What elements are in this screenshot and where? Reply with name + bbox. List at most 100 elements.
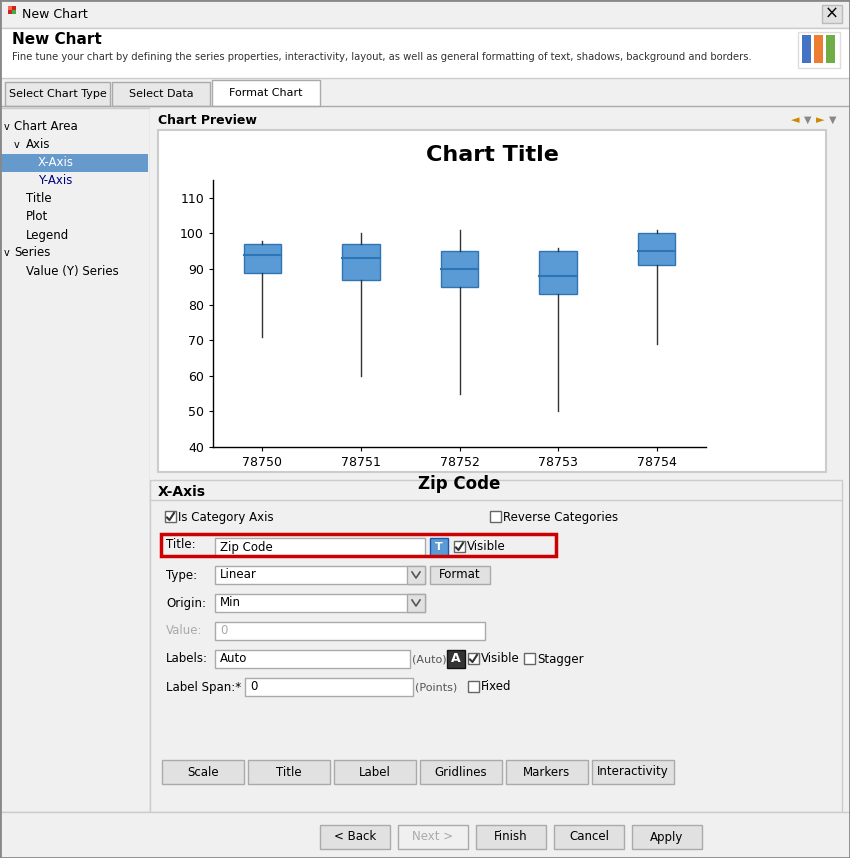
Text: Zip Code: Zip Code — [220, 541, 273, 553]
Bar — [822, 5, 842, 23]
Bar — [0, 28, 850, 78]
Text: New Chart: New Chart — [12, 33, 102, 47]
Text: Linear: Linear — [220, 569, 257, 582]
Text: (Points): (Points) — [415, 682, 457, 692]
Text: Title: Title — [26, 192, 52, 206]
Text: Value (Y) Series: Value (Y) Series — [26, 264, 119, 277]
Text: Stagger: Stagger — [537, 652, 584, 666]
Text: Origin:: Origin: — [166, 596, 206, 609]
Bar — [407, 566, 425, 584]
Bar — [468, 681, 479, 692]
Bar — [343, 244, 380, 280]
Text: v: v — [4, 122, 9, 132]
Text: Visible: Visible — [467, 541, 506, 553]
Text: v: v — [4, 248, 9, 258]
Text: Next >: Next > — [412, 831, 454, 843]
Bar — [162, 760, 244, 784]
Text: Cancel: Cancel — [569, 831, 609, 843]
Text: v: v — [14, 140, 20, 150]
Bar — [320, 825, 390, 849]
Text: Auto: Auto — [220, 652, 247, 666]
Text: (Auto): (Auto) — [412, 654, 446, 664]
Bar — [0, 0, 850, 28]
Bar — [430, 566, 490, 584]
Text: Fine tune your chart by defining the series properties, interactivity, layout, a: Fine tune your chart by defining the ser… — [12, 52, 751, 62]
Bar — [5, 82, 110, 106]
Text: Fixed: Fixed — [481, 680, 512, 693]
Text: Is Category Axis: Is Category Axis — [178, 511, 274, 523]
Text: New Chart: New Chart — [22, 8, 88, 21]
Text: Reverse Categories: Reverse Categories — [503, 511, 618, 523]
Bar — [802, 35, 811, 63]
Text: Chart Preview: Chart Preview — [158, 113, 257, 126]
Text: Format: Format — [439, 569, 481, 582]
Bar — [165, 511, 176, 522]
Text: Value:: Value: — [166, 625, 202, 637]
Text: 0: 0 — [220, 625, 227, 637]
Text: X-Axis: X-Axis — [38, 156, 74, 170]
Text: Axis: Axis — [26, 138, 50, 152]
Text: T: T — [435, 542, 443, 552]
Text: Chart Title: Chart Title — [426, 145, 558, 165]
Bar — [8, 6, 12, 10]
Bar — [476, 825, 546, 849]
Text: ▼: ▼ — [804, 115, 812, 125]
Text: Scale: Scale — [187, 765, 218, 778]
Text: Y-Axis: Y-Axis — [38, 174, 72, 188]
Bar — [468, 653, 479, 664]
Text: ◄: ◄ — [790, 115, 799, 125]
Bar — [398, 825, 468, 849]
Bar — [0, 812, 850, 858]
Text: Apply: Apply — [650, 831, 683, 843]
Text: < Back: < Back — [334, 831, 376, 843]
Bar — [158, 130, 826, 472]
Bar — [215, 538, 425, 556]
Text: ▼: ▼ — [830, 115, 836, 125]
Bar — [215, 650, 410, 668]
Bar — [454, 541, 465, 552]
Text: Label Span:*: Label Span:* — [166, 680, 241, 693]
Text: X-Axis: X-Axis — [158, 485, 206, 499]
Bar — [814, 35, 823, 63]
Text: Min: Min — [220, 596, 241, 609]
Bar — [248, 760, 330, 784]
Bar — [407, 594, 425, 612]
Bar — [215, 566, 425, 584]
Text: Select Chart Type: Select Chart Type — [8, 89, 106, 99]
Bar — [150, 108, 842, 480]
Bar — [12, 10, 16, 14]
Bar — [8, 6, 16, 14]
Bar — [215, 622, 485, 640]
Text: Legend: Legend — [26, 228, 69, 241]
Text: Visible: Visible — [481, 652, 519, 666]
Text: Series: Series — [14, 246, 50, 259]
Text: ×: × — [825, 5, 839, 23]
Bar — [490, 511, 501, 522]
Text: 0: 0 — [250, 680, 258, 693]
Bar — [524, 653, 535, 664]
Bar — [212, 80, 320, 106]
Bar — [0, 108, 150, 812]
Bar — [540, 251, 577, 294]
Text: ►: ► — [816, 115, 824, 125]
Bar — [215, 594, 425, 612]
Bar — [430, 538, 448, 556]
Text: A: A — [451, 652, 461, 666]
Text: Finish: Finish — [494, 831, 528, 843]
Bar — [161, 534, 556, 556]
Text: Type:: Type: — [166, 569, 197, 582]
Text: Markers: Markers — [524, 765, 570, 778]
Bar — [798, 32, 840, 68]
Bar — [0, 78, 850, 108]
Bar — [1, 154, 148, 172]
Bar — [420, 760, 502, 784]
Bar — [826, 35, 835, 63]
Bar — [592, 760, 674, 784]
Text: Labels:: Labels: — [166, 652, 208, 666]
Bar — [441, 251, 479, 287]
Bar — [334, 760, 416, 784]
Text: Select Data: Select Data — [128, 89, 193, 99]
Bar — [638, 233, 676, 265]
Bar — [632, 825, 702, 849]
Text: Gridlines: Gridlines — [434, 765, 487, 778]
